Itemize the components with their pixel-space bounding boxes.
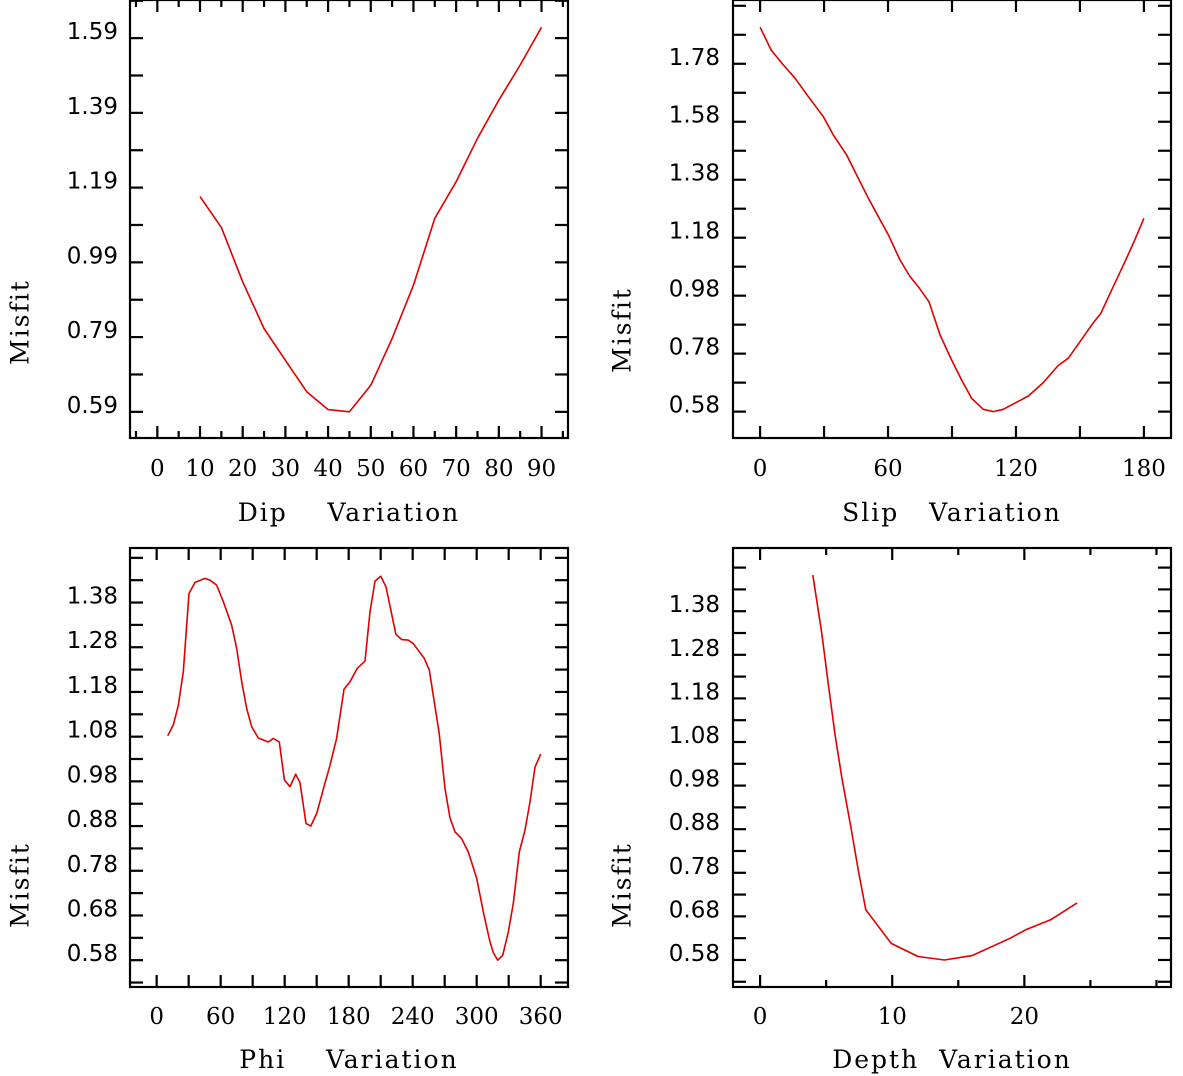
x-tick-label: 60 <box>206 1004 235 1030</box>
x-tick-label: 120 <box>994 456 1038 482</box>
plot-frame <box>128 546 570 989</box>
x-tick-label: 360 <box>519 1004 563 1030</box>
y-tick-label: 0.78 <box>67 852 118 878</box>
x-axis-title: Phi Variation <box>239 1045 458 1074</box>
y-tick-label: 0.98 <box>669 767 720 793</box>
y-tick-label: 0.88 <box>669 810 720 836</box>
y-axis-title: Misfit <box>6 842 35 928</box>
y-tick-label: 1.08 <box>67 718 118 744</box>
misfit-series-line <box>759 26 1145 413</box>
y-axis-title: Misfit <box>6 279 35 365</box>
y-tick-label: 1.28 <box>67 628 118 654</box>
depth-variation-panel: 0.58 0.68 0.78 0.88 0.98 1.08 1.18 1.28 1.38 0 10 2… <box>608 546 1173 1074</box>
x-tick-label: 10 <box>878 1004 907 1030</box>
x-axis-title: Depth Variation <box>832 1045 1072 1074</box>
x-tick-label: 120 <box>263 1004 307 1030</box>
y-tick-label: 1.78 <box>669 45 720 71</box>
x-tick-label: 60 <box>873 456 902 482</box>
y-tick-label: 1.59 <box>67 19 118 45</box>
x-tick-label: 70 <box>442 456 471 482</box>
misfit-series-line <box>812 574 1078 961</box>
y-tick-label: 0.98 <box>67 762 118 788</box>
y-axis-title: Misfit <box>608 287 637 373</box>
y-tick-label: 1.38 <box>67 584 118 610</box>
y-tick-label: 1.19 <box>67 169 118 195</box>
y-tick-label: 1.08 <box>669 723 720 749</box>
y-tick-label: 0.59 <box>67 393 118 419</box>
y-tick-label: 0.68 <box>67 896 118 922</box>
x-tick-label: 180 <box>327 1004 371 1030</box>
x-tick-label: 300 <box>455 1004 499 1030</box>
x-tick-label: 0 <box>753 1004 768 1030</box>
plot-frame <box>731 546 1173 989</box>
y-axis-title: Misfit <box>608 842 637 928</box>
y-tick-label: 0.58 <box>669 941 720 967</box>
slip-variation-panel: 0.58 0.78 0.98 1.18 1.38 1.58 1.78 0 60 120 180 Sli… <box>608 0 1173 527</box>
y-tick-label: 0.58 <box>67 941 118 967</box>
y-tick-label: 1.28 <box>669 636 720 662</box>
phi-variation-panel: 0.58 0.68 0.78 0.88 0.98 1.08 1.18 1.28 1.38 0 60 1… <box>6 546 570 1074</box>
y-tick-label: 0.98 <box>669 277 720 303</box>
y-tick-label: 1.58 <box>669 103 720 129</box>
x-tick-label: 90 <box>527 456 556 482</box>
y-tick-label: 1.18 <box>669 679 720 705</box>
y-tick-label: 0.99 <box>67 243 118 269</box>
x-tick-label: 20 <box>228 456 257 482</box>
x-tick-label: 60 <box>399 456 428 482</box>
y-tick-label: 0.58 <box>669 393 720 419</box>
plot-frame <box>731 0 1173 440</box>
y-tick-label: 1.39 <box>67 94 118 120</box>
y-tick-label: 0.68 <box>669 897 720 923</box>
x-tick-label: 180 <box>1122 456 1166 482</box>
x-tick-label: 0 <box>753 456 768 482</box>
x-tick-label: 40 <box>313 456 342 482</box>
x-tick-label: 240 <box>391 1004 435 1030</box>
x-tick-label: 30 <box>271 456 300 482</box>
misfit-series-line <box>166 575 542 962</box>
misfit-series-line <box>199 26 543 413</box>
y-tick-label: 0.79 <box>67 318 118 344</box>
x-tick-label: 10 <box>185 456 214 482</box>
dip-variation-panel: 0.59 0.79 0.99 1.19 1.39 1.59 0 10 20 30 40 50 60 70 8… <box>6 0 570 527</box>
x-tick-label: 0 <box>150 456 165 482</box>
y-tick-label: 1.18 <box>67 673 118 699</box>
y-tick-label: 1.18 <box>669 219 720 245</box>
y-tick-label: 0.88 <box>67 807 118 833</box>
y-tick-label: 1.38 <box>669 161 720 187</box>
x-tick-label: 50 <box>356 456 385 482</box>
x-tick-label: 0 <box>149 1004 164 1030</box>
plot-frame <box>128 0 570 440</box>
x-tick-label: 20 <box>1010 1004 1039 1030</box>
y-tick-label: 0.78 <box>669 854 720 880</box>
x-axis-title: Slip Variation <box>842 498 1062 527</box>
x-tick-label: 80 <box>484 456 513 482</box>
y-tick-label: 1.38 <box>669 592 720 618</box>
x-axis-title: Dip Variation <box>238 498 461 527</box>
y-tick-label: 0.78 <box>669 335 720 361</box>
